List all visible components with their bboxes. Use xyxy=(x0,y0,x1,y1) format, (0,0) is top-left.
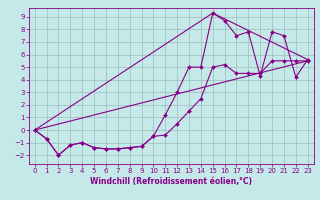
X-axis label: Windchill (Refroidissement éolien,°C): Windchill (Refroidissement éolien,°C) xyxy=(90,177,252,186)
